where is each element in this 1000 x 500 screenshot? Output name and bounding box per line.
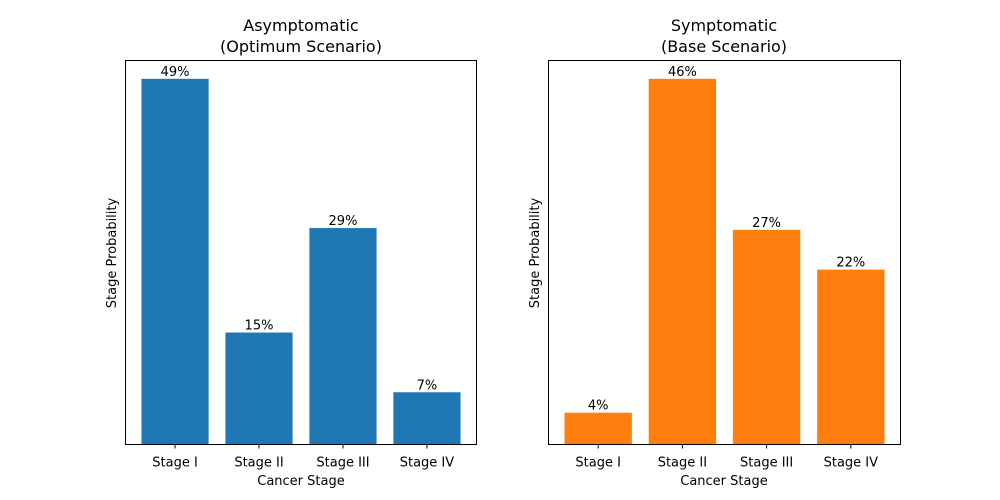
chart-title-line1: Asymptomatic — [243, 16, 358, 35]
bar-stage-i — [141, 78, 209, 445]
chart-symptomatic: Symptomatic (Base Scenario) 4%46%27%22% … — [528, 16, 901, 489]
x-tick-label: Stage I — [152, 456, 198, 471]
bar-value-label: 7% — [417, 378, 438, 393]
y-axis-label: Stage Probability — [528, 197, 543, 308]
x-tick-label: Stage IV — [400, 456, 455, 471]
plot-frame — [125, 60, 477, 445]
bar-value-label: 29% — [329, 214, 358, 229]
bar-stage-ii — [225, 332, 293, 445]
bar-stage-i — [564, 412, 632, 445]
x-tick-label: Stage III — [316, 456, 369, 471]
y-axis-label: Stage Probability — [105, 197, 120, 308]
chart-title-line2: (Optimum Scenario) — [220, 37, 382, 56]
chart-asymptomatic: Asymptomatic (Optimum Scenario) 49% 15% 29… — [105, 16, 477, 489]
x-tick-label: Stage II — [658, 456, 707, 471]
bar-stage-iii — [309, 228, 377, 445]
x-ticks: Stage I Stage II Stage III Stage IV — [152, 444, 455, 471]
bar-group: 49% 15% 29% 7% — [141, 65, 461, 445]
bar-value-label: 22% — [836, 256, 865, 271]
bar-stage-iii — [732, 229, 801, 445]
x-tick-label: Stage III — [740, 456, 793, 471]
bar-group: 4% 46% 27% 22% — [564, 65, 885, 445]
x-axis-label: Cancer Stage — [680, 474, 767, 489]
bar-value-label: 27% — [752, 216, 781, 231]
bar-stage-ii — [648, 78, 717, 445]
x-axis-label: Cancer Stage — [257, 474, 344, 489]
x-tick-label: Stage I — [575, 456, 621, 471]
bar-stage-iv — [817, 269, 885, 445]
bar-value-label: 49% — [161, 65, 190, 80]
chart-title-line1: Symptomatic — [671, 16, 777, 35]
x-ticks: Stage I Stage II Stage III Stage IV — [575, 444, 879, 471]
bar-value-label: 46% — [668, 65, 697, 80]
bar-value-label: 4% — [588, 399, 609, 414]
plot-frame — [548, 60, 901, 445]
chart-title-line2: (Base Scenario) — [661, 37, 787, 56]
x-tick-label: Stage IV — [824, 456, 879, 471]
x-tick-label: Stage II — [234, 456, 283, 471]
bar-value-label: 15% — [245, 319, 274, 334]
bar-stage-iv — [393, 392, 461, 445]
